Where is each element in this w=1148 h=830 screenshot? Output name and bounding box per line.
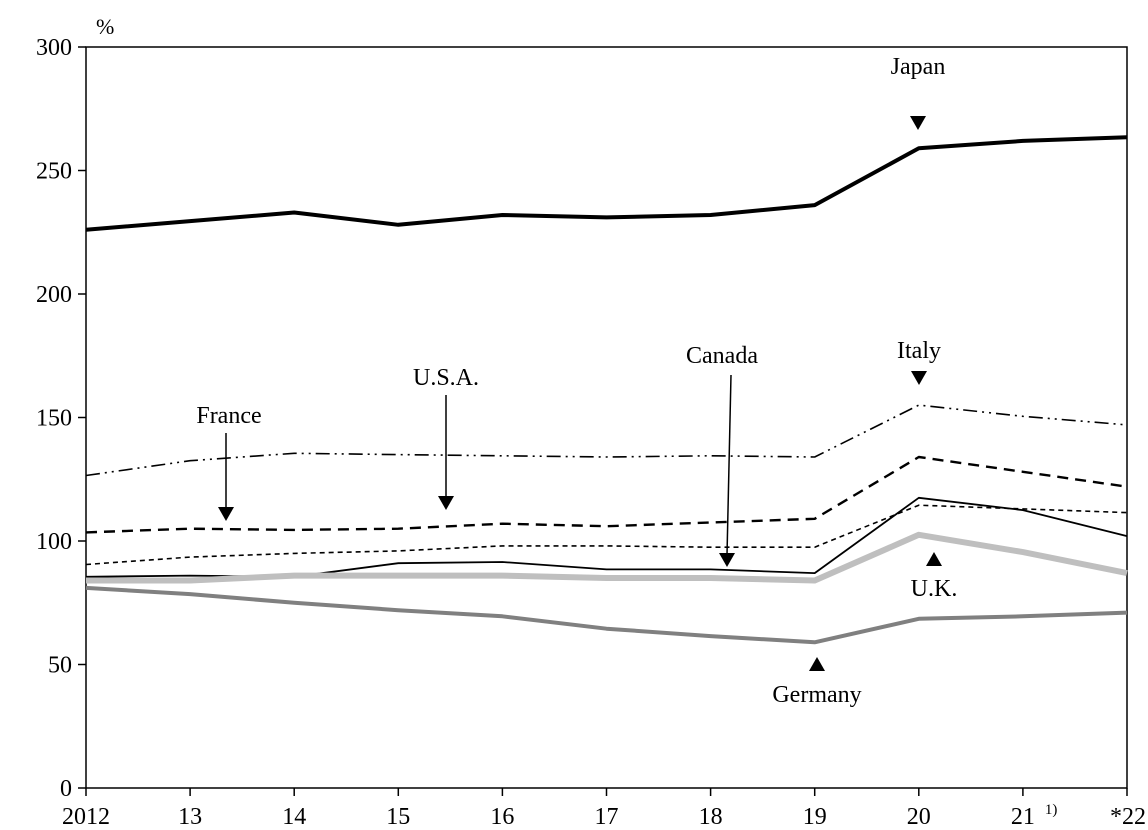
series-line-germany bbox=[85, 585, 1128, 645]
series-line-italy bbox=[85, 404, 1128, 477]
x-tick-label: 15 bbox=[386, 804, 410, 830]
label-marker-japan bbox=[910, 116, 926, 130]
series-label-uk: U.K. bbox=[911, 576, 958, 602]
x-tick-label: 20 bbox=[907, 804, 931, 830]
y-tick-label: 250 bbox=[36, 159, 72, 185]
x-tick-label: 16 bbox=[490, 804, 514, 830]
series-label-japan: Japan bbox=[891, 54, 946, 80]
x-tick-label: 18 bbox=[699, 804, 723, 830]
label-arrowhead-canada bbox=[719, 553, 735, 567]
series-label-germany: Germany bbox=[772, 682, 861, 708]
series-label-italy: Italy bbox=[897, 338, 941, 364]
series-label-usa: U.S.A. bbox=[413, 365, 479, 391]
y-unit-label: % bbox=[96, 14, 114, 39]
series-label-canada: Canada bbox=[686, 343, 758, 369]
series-line-france bbox=[85, 504, 1128, 566]
label-marker-germany bbox=[809, 657, 825, 671]
series-line-u-k bbox=[86, 531, 1128, 584]
x-tick-label: 14 bbox=[282, 804, 306, 830]
series-label-france: France bbox=[196, 403, 261, 429]
x-tick-label: 2012 bbox=[62, 804, 110, 830]
x-tick-label: 21 bbox=[1011, 804, 1035, 830]
label-marker-uk bbox=[926, 552, 942, 566]
label-arrowhead-france bbox=[218, 507, 234, 521]
y-tick-label: 300 bbox=[36, 35, 72, 61]
x-tick-label: 19 bbox=[803, 804, 827, 830]
label-arrow-line-canada bbox=[726, 374, 732, 556]
y-tick-label: 50 bbox=[48, 653, 72, 679]
series-line-canada bbox=[85, 496, 1128, 578]
label-marker-italy bbox=[911, 371, 927, 385]
y-tick-label: 200 bbox=[36, 282, 72, 308]
x-footnote-marker: 1) bbox=[1045, 802, 1058, 818]
x-tick-label: 13 bbox=[178, 804, 202, 830]
y-tick-label: 100 bbox=[36, 529, 72, 555]
y-tick-label: 150 bbox=[36, 406, 72, 432]
x-tick-label: *22 bbox=[1110, 804, 1146, 830]
label-arrowhead-usa bbox=[438, 496, 454, 510]
x-tick-label: 17 bbox=[595, 804, 619, 830]
series-line-u-s-a bbox=[85, 455, 1128, 534]
y-tick-label: 0 bbox=[60, 776, 72, 802]
series-line-japan bbox=[85, 135, 1128, 232]
